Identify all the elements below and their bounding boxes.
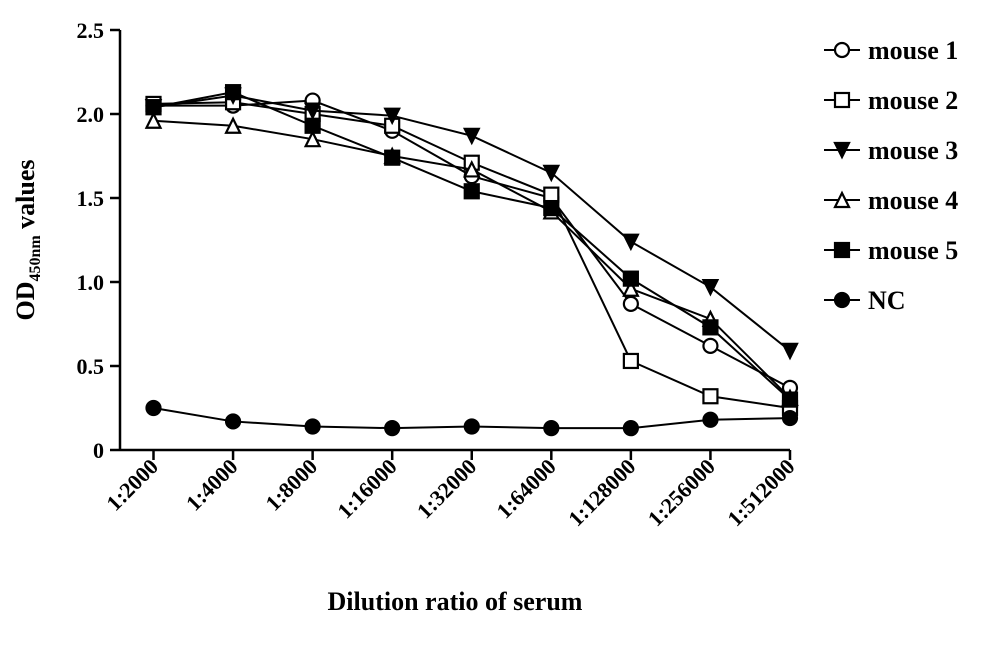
y-tick-label: 2.5	[77, 18, 105, 43]
x-tick-label: 1:256000	[643, 454, 720, 531]
legend-label: mouse 3	[868, 136, 958, 165]
x-tick-label: 1:128000	[563, 454, 640, 531]
x-tick-label: 1:64000	[491, 454, 561, 524]
legend-label: NC	[868, 286, 906, 315]
legend-item-mouse2: mouse 2	[824, 86, 958, 115]
y-tick-label: 1.0	[77, 270, 105, 295]
y-axis-label: OD450nm values	[11, 159, 44, 320]
x-tick-label: 1:16000	[332, 454, 402, 524]
series-NC	[147, 401, 798, 435]
legend-label: mouse 5	[868, 236, 958, 265]
y-tick-label: 2.0	[77, 102, 105, 127]
legend-label: mouse 1	[868, 36, 958, 65]
y-tick-label: 1.5	[77, 186, 105, 211]
y-tick-label: 0	[93, 438, 104, 463]
legend-item-mouse4: mouse 4	[824, 186, 958, 215]
legend-label: mouse 2	[868, 86, 958, 115]
x-tick-label: 1:2000	[101, 454, 163, 516]
x-tick-label: 1:8000	[260, 454, 322, 516]
legend-item-mouse3: mouse 3	[824, 136, 958, 165]
series-line-mouse2	[154, 102, 791, 408]
series-mouse3	[147, 89, 798, 358]
x-tick-label: 1:32000	[412, 454, 482, 524]
legend-label: mouse 4	[868, 186, 958, 215]
titer-line-chart: 0 0.5 1.0 1.5 2.0 2.5 1:2000 1:4000 1:80001:1600…	[0, 0, 1000, 665]
legend-item-mouse1: mouse 1	[824, 36, 958, 65]
x-tick-label: 1:4000	[181, 454, 243, 516]
y-tick-label: 0.5	[77, 354, 105, 379]
legend-item-mouse5: mouse 5	[824, 236, 958, 265]
legend-item-NC: NC	[824, 286, 906, 315]
x-tick-label: 1:512000	[722, 454, 799, 531]
x-axis-label: Dilution ratio of serum	[328, 587, 583, 616]
